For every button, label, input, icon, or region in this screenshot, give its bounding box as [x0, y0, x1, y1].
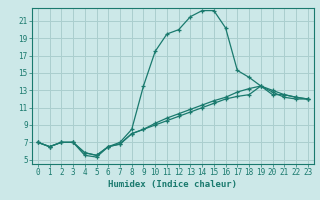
X-axis label: Humidex (Indice chaleur): Humidex (Indice chaleur) — [108, 180, 237, 189]
